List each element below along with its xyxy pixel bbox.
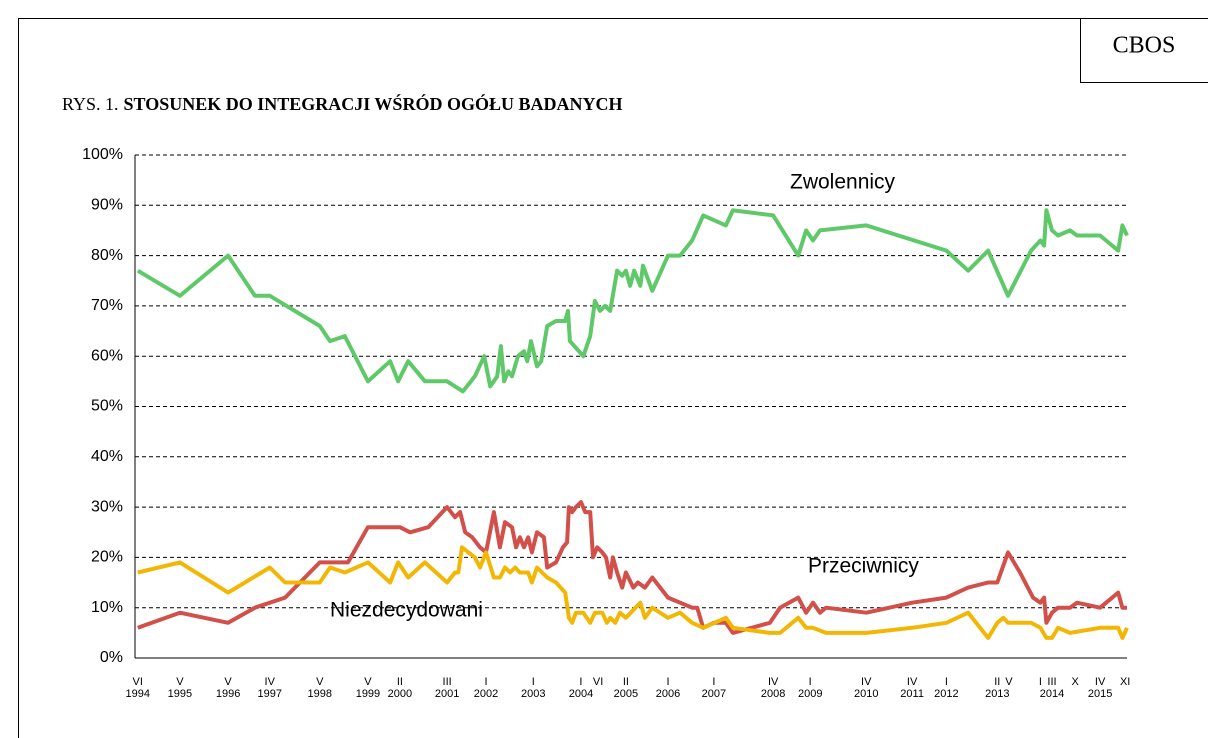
x-tick-label: II 2013: [985, 676, 1010, 700]
x-tick-label: III 2001: [434, 676, 460, 700]
source-box: [1080, 18, 1208, 83]
x-tick-label: IV 2010: [854, 676, 879, 700]
y-tick-label: 30%: [91, 498, 123, 515]
x-tick-label: IV 2011: [900, 676, 924, 700]
y-tick-label: 100%: [82, 146, 123, 163]
x-tick-label: I 2002: [473, 676, 499, 700]
x-tick-label: XI: [1119, 676, 1131, 688]
y-tick-label: 20%: [91, 549, 123, 566]
x-tick-label: I 2009: [797, 676, 823, 700]
x-tick-label: I 2006: [655, 676, 681, 700]
x-tick-label: V 1996: [215, 676, 241, 700]
y-tick-label: 90%: [91, 197, 123, 214]
y-tick-label: 80%: [91, 247, 123, 264]
y-tick-label: 50%: [91, 398, 123, 415]
series-line: [137, 545, 1129, 640]
x-tick-label: I 2003: [521, 676, 546, 700]
y-tick-label: 70%: [91, 297, 123, 314]
x-tick-label: I 2012: [934, 676, 959, 700]
frame: [18, 18, 1208, 738]
x-tick-label: VI: [592, 676, 604, 688]
x-tick-label: IV 2008: [760, 676, 786, 700]
y-tick-label: 0%: [100, 649, 123, 666]
x-tick-label: VI 1994: [125, 676, 151, 700]
x-tick-label: IV 2015: [1087, 676, 1113, 700]
x-tick-label: I: [1038, 676, 1042, 688]
x-tick-label: V 1995: [167, 676, 193, 700]
x-tick-label: V 1999: [355, 676, 381, 700]
x-tick-label: III 2014: [1039, 676, 1065, 700]
x-tick-label: X: [1071, 676, 1079, 688]
x-tick-label: IV 1997: [257, 676, 283, 700]
chart-title: RYS. 1. STOSUNEK DO INTEGRACJI WŚRÓD OGÓŁ…: [62, 93, 622, 114]
series-line: [137, 500, 1127, 635]
title-label: RYS. 1.: [62, 94, 119, 114]
x-tick-label: I 2007: [701, 676, 727, 700]
x-tick-label: II 2005: [613, 676, 639, 700]
series-label: Zwolennicy: [790, 171, 896, 194]
y-tick-label: 40%: [91, 448, 123, 465]
x-tick-label: I 2004: [568, 676, 594, 700]
series-label: Przeciwnicy: [808, 555, 919, 578]
source: CBOS: [1113, 33, 1176, 59]
x-tick-label: V 1998: [307, 676, 333, 700]
y-tick-label: 10%: [91, 599, 123, 616]
y-tick-label: 60%: [91, 347, 123, 364]
series-label: Niezdecydowani: [330, 599, 483, 622]
x-tick-label: II 2000: [387, 676, 413, 700]
series-line: [136, 208, 1129, 394]
x-tick-label: V: [1005, 676, 1013, 688]
title-text: STOSUNEK DO INTEGRACJI WŚRÓD OGÓŁU BADAN…: [124, 93, 623, 114]
